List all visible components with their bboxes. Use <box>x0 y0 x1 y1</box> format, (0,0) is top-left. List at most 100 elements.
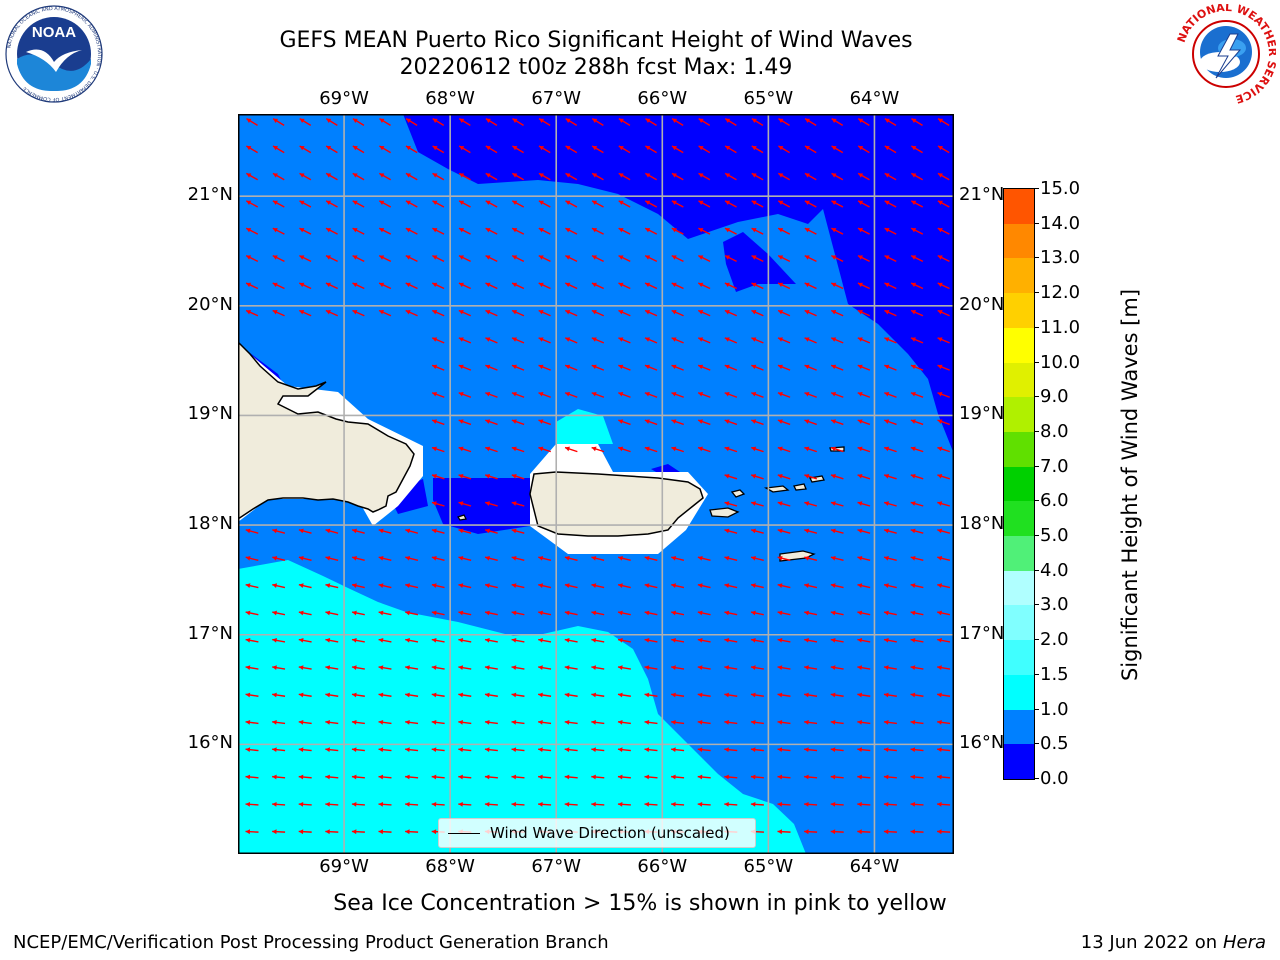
wind-wave-arrow <box>431 501 445 507</box>
wind-wave-arrow <box>644 282 658 290</box>
wind-wave-arrow <box>645 118 657 126</box>
wind-wave-arrow <box>671 364 684 371</box>
wind-wave-arrow <box>485 282 498 290</box>
wind-wave-arrow <box>458 473 472 480</box>
wind-wave-arrow <box>937 200 950 208</box>
wind-wave-arrow <box>405 692 419 698</box>
wind-wave-arrow <box>884 255 897 262</box>
hispaniola-land <box>237 340 415 521</box>
colorbar-tick-label: 14.0 <box>1040 212 1081 234</box>
wind-wave-arrow <box>883 528 897 534</box>
wind-wave-arrow <box>910 774 924 780</box>
wind-wave-arrow <box>432 145 445 154</box>
wind-wave-arrow <box>591 801 605 807</box>
wind-wave-arrow <box>724 528 738 534</box>
wind-wave-arrow <box>484 801 498 807</box>
colorbar-segment <box>1004 744 1034 779</box>
colorbar-tick-mark <box>1034 500 1039 502</box>
wind-wave-arrow <box>405 282 418 290</box>
wind-wave-arrow <box>484 555 498 562</box>
wind-wave-arrow <box>617 747 631 753</box>
wind-wave-arrow <box>830 637 844 643</box>
wind-wave-arrow <box>804 610 818 616</box>
wind-wave-arrow <box>831 255 844 262</box>
wind-wave-arrow <box>644 665 658 671</box>
colorbar-tick-label: 3.0 <box>1040 594 1069 616</box>
wind-wave-arrow <box>378 719 392 725</box>
wind-wave-arrow <box>564 364 578 371</box>
wind-wave-arrow <box>458 255 471 262</box>
wind-wave-arrow <box>857 665 871 671</box>
wind-wave-arrow <box>431 637 445 643</box>
wind-wave-arrow <box>298 610 312 616</box>
wind-wave-arrow <box>884 364 897 371</box>
wind-wave-arrow <box>697 309 711 317</box>
wind-wave-arrow <box>884 145 897 154</box>
wind-wave-arrow <box>804 801 818 807</box>
wind-wave-arrow <box>511 337 525 344</box>
colorbar-tick-mark <box>1034 188 1039 189</box>
wind-wave-arrow <box>405 309 418 317</box>
wind-wave-arrow <box>724 774 738 780</box>
wind-wave-arrow <box>458 528 472 534</box>
wind-wave-arrow <box>698 255 711 262</box>
chart-title: GEFS MEAN Puerto Rico Significant Height… <box>279 28 913 53</box>
wind-wave-arrow <box>458 419 472 426</box>
wind-wave-arrow <box>697 747 711 753</box>
map-frame <box>238 114 954 854</box>
colorbar-tick-mark <box>1034 639 1039 641</box>
wind-wave-arrow <box>777 774 791 780</box>
wind-wave-arrow <box>298 719 312 725</box>
wind-wave-arrow <box>777 282 791 290</box>
wind-wave-arrow <box>857 473 871 480</box>
wind-wave-arrow <box>830 446 844 453</box>
wind-wave-arrow <box>857 200 870 208</box>
wind-wave-arrow <box>697 364 711 371</box>
wind-wave-arrow <box>750 583 764 589</box>
wind-wave-arrow <box>245 665 259 671</box>
wind-wave-arrow <box>351 665 365 671</box>
wind-wave-arrow <box>538 446 551 453</box>
colorbar-segment <box>1004 223 1034 259</box>
wind-wave-arrow <box>830 501 844 507</box>
wind-wave-arrow <box>591 309 605 317</box>
wind-wave-arrow <box>298 555 312 562</box>
wind-wave-arrow <box>591 747 605 753</box>
wind-wave-arrow <box>299 227 312 235</box>
latitude-label: 18°N <box>959 513 1005 535</box>
chart-subtitle: 20220612 t00z 288h fcst Max: 1.49 <box>399 55 793 80</box>
wind-wave-arrow <box>671 255 684 262</box>
wind-wave-arrow <box>777 719 791 725</box>
wind-wave-arrow <box>564 637 578 643</box>
wind-wave-arrow <box>485 364 498 371</box>
wind-wave-arrow <box>431 446 445 453</box>
wind-wave-arrow <box>351 747 365 753</box>
wind-wave-arrow <box>485 118 498 126</box>
wind-wave-arrow <box>830 719 844 725</box>
wind-wave-arrow <box>458 610 472 616</box>
wind-wave-arrow <box>484 747 498 753</box>
wind-wave-arrow <box>565 227 578 235</box>
wind-wave-arrow <box>378 829 392 835</box>
wind-wave-arrow <box>245 801 259 807</box>
wind-wave-arrow <box>299 118 312 126</box>
wind-wave-arrow <box>804 227 817 235</box>
wind-wave-arrow <box>937 282 950 290</box>
wind-wave-arrow <box>272 637 286 643</box>
wind-wave-arrow <box>458 118 471 126</box>
wind-wave-arrow <box>831 145 844 154</box>
colorbar-tick-mark <box>1034 778 1039 779</box>
wind-wave-arrow <box>804 473 818 480</box>
colorbar-tick-mark <box>1034 673 1039 675</box>
wind-wave-arrow <box>751 337 764 344</box>
wind-wave-arrow <box>830 309 844 317</box>
wind-wave-arrow <box>910 282 924 290</box>
wind-wave-arrow <box>618 446 631 453</box>
wind-wave-arrow <box>750 501 764 507</box>
wind-wave-arrow <box>750 719 764 725</box>
wind-wave-arrow <box>538 337 551 344</box>
colorbar-segment <box>1004 327 1034 363</box>
wind-wave-arrow <box>830 419 844 426</box>
wind-wave-arrow <box>618 282 631 290</box>
wind-wave-arrow <box>245 255 259 262</box>
